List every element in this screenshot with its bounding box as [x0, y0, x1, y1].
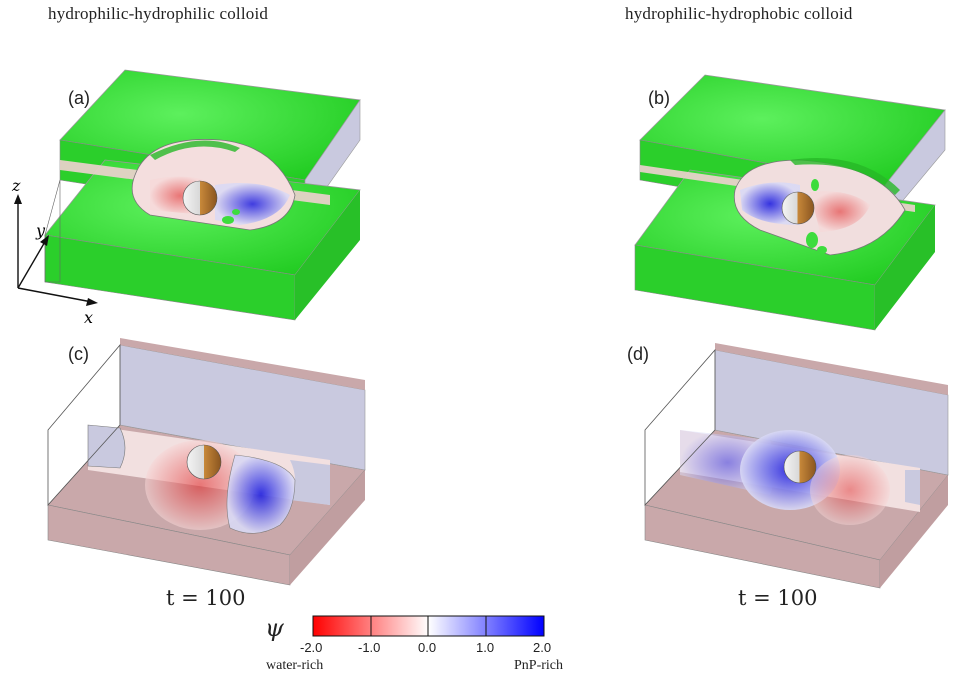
panel-a-render — [44, 69, 361, 321]
colorbar — [312, 615, 545, 637]
axis-x-label: x — [84, 308, 93, 327]
colorbar-tick-1: -1.0 — [358, 640, 381, 655]
axis-z-label: z — [11, 176, 21, 195]
colorbar-left-end: water-rich — [266, 658, 324, 673]
axis-y-label: y — [35, 221, 46, 240]
time-label-c: t = 100 — [166, 586, 246, 610]
colorbar-right-end: PnP-rich — [514, 658, 563, 673]
panel-b-render — [634, 74, 946, 331]
panel-d-render — [644, 343, 949, 589]
panel-label-a: (a) — [68, 88, 90, 108]
colorbar-tick-2: 0.0 — [418, 640, 437, 655]
axis-triad — [14, 194, 98, 306]
title-right: hydrophilic-hydrophobic colloid — [625, 4, 853, 23]
colorbar-symbol: ψ — [265, 614, 284, 642]
time-label-d: t = 100 — [738, 586, 818, 610]
colorbar-tick-0: -2.0 — [300, 640, 323, 655]
panel-c-render — [47, 338, 366, 586]
colorbar-tick-3: 1.0 — [476, 640, 495, 655]
panel-label-b: (b) — [648, 88, 670, 108]
title-left: hydrophilic-hydrophilic colloid — [48, 4, 269, 23]
panel-label-c: (c) — [68, 344, 89, 364]
colorbar-tick-4: 2.0 — [533, 640, 552, 655]
panel-label-d: (d) — [627, 344, 649, 364]
